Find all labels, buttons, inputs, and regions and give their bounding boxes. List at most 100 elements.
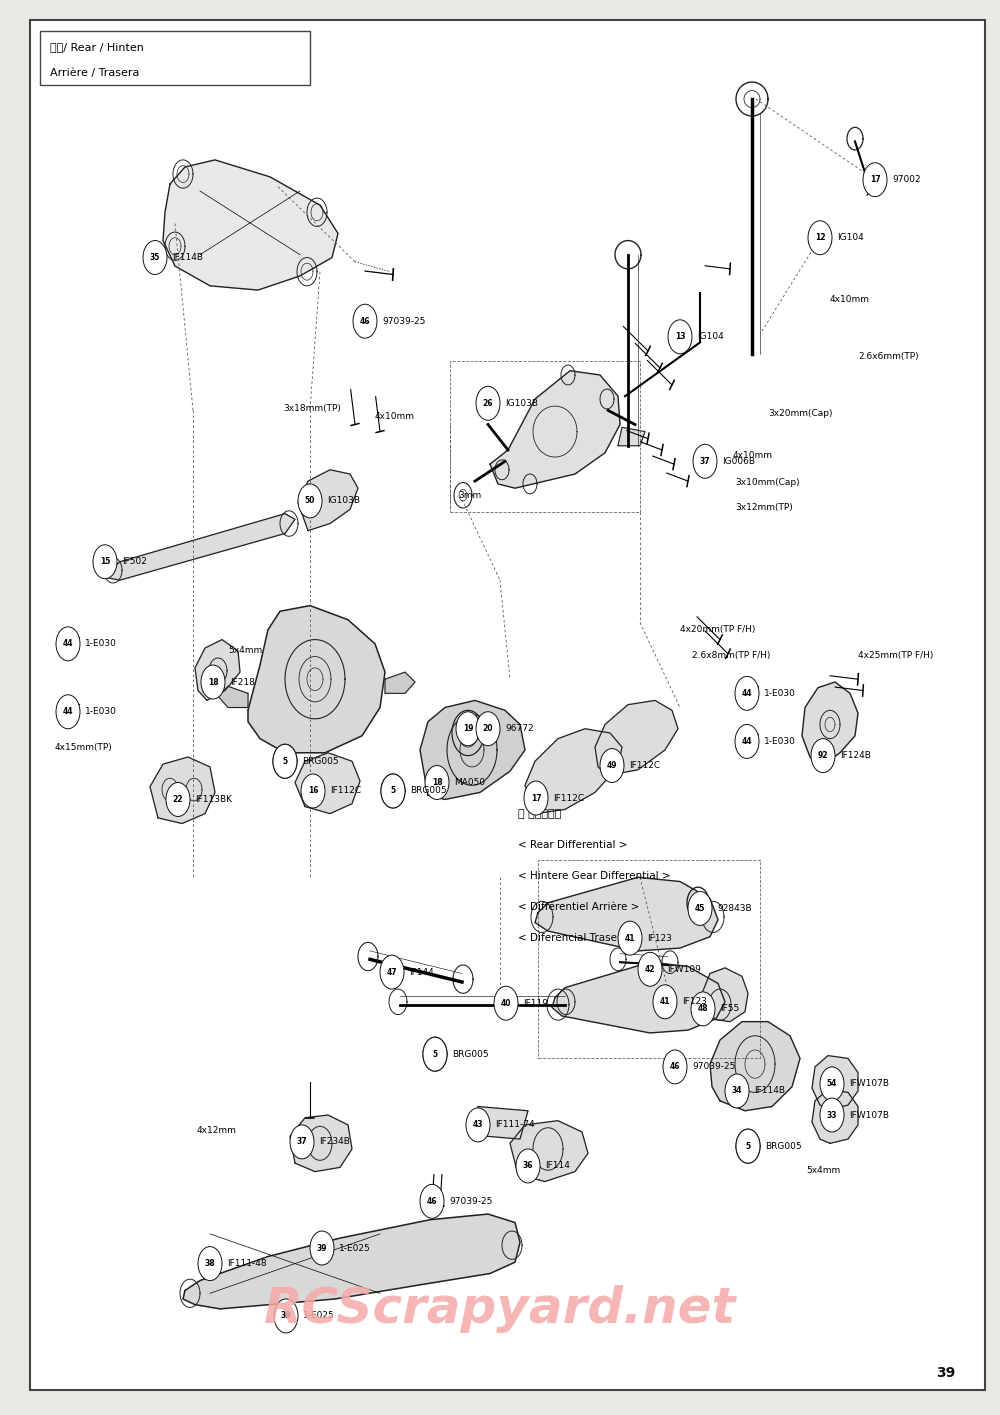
Text: 46: 46 bbox=[360, 317, 370, 325]
Text: IF113BK: IF113BK bbox=[195, 795, 232, 804]
Circle shape bbox=[663, 1050, 687, 1084]
Text: 97039-25: 97039-25 bbox=[449, 1197, 492, 1206]
Text: 18: 18 bbox=[432, 778, 442, 787]
Text: 19: 19 bbox=[463, 724, 473, 733]
Polygon shape bbox=[295, 753, 360, 814]
Text: 5x4mm: 5x4mm bbox=[806, 1166, 840, 1174]
Text: IF112C: IF112C bbox=[629, 761, 660, 770]
Circle shape bbox=[735, 724, 759, 758]
Text: IG103B: IG103B bbox=[327, 497, 360, 505]
Circle shape bbox=[820, 1098, 844, 1132]
Text: IF123: IF123 bbox=[682, 998, 707, 1006]
Text: 39: 39 bbox=[936, 1365, 955, 1380]
Text: 22: 22 bbox=[173, 795, 183, 804]
Text: 39: 39 bbox=[317, 1244, 327, 1252]
Polygon shape bbox=[535, 877, 718, 951]
Text: 4x20mm(TP F/H): 4x20mm(TP F/H) bbox=[680, 625, 755, 634]
Text: < Diferencial Trasero >: < Diferencial Trasero > bbox=[518, 932, 640, 944]
Text: 41: 41 bbox=[660, 998, 670, 1006]
Text: 38: 38 bbox=[205, 1259, 215, 1268]
Text: 4x15mm(TP): 4x15mm(TP) bbox=[55, 743, 113, 751]
Text: 41: 41 bbox=[625, 934, 635, 942]
Text: IF112C: IF112C bbox=[330, 787, 361, 795]
Text: 3x20mm(Cap): 3x20mm(Cap) bbox=[768, 409, 832, 417]
Polygon shape bbox=[702, 968, 748, 1022]
Circle shape bbox=[166, 782, 190, 816]
Circle shape bbox=[274, 1299, 298, 1333]
Text: 96772: 96772 bbox=[505, 724, 534, 733]
Text: 34: 34 bbox=[732, 1087, 742, 1095]
Polygon shape bbox=[248, 606, 385, 753]
Circle shape bbox=[420, 1184, 444, 1218]
Polygon shape bbox=[552, 962, 725, 1033]
Text: 13: 13 bbox=[675, 333, 685, 341]
Circle shape bbox=[808, 221, 832, 255]
Text: 18: 18 bbox=[208, 678, 218, 686]
Text: 1-E030: 1-E030 bbox=[85, 640, 117, 648]
Circle shape bbox=[735, 676, 759, 710]
Polygon shape bbox=[183, 1214, 520, 1309]
Text: 97039-25: 97039-25 bbox=[692, 1063, 735, 1071]
Circle shape bbox=[618, 921, 642, 955]
Text: IF111-74: IF111-74 bbox=[495, 1121, 535, 1129]
Text: IFW107B: IFW107B bbox=[849, 1080, 889, 1088]
Polygon shape bbox=[710, 1022, 800, 1111]
Text: 44: 44 bbox=[63, 708, 73, 716]
Circle shape bbox=[456, 712, 480, 746]
Circle shape bbox=[201, 665, 225, 699]
Polygon shape bbox=[510, 1121, 588, 1182]
Text: 54: 54 bbox=[827, 1080, 837, 1088]
Text: 4x25mm(TP F/H): 4x25mm(TP F/H) bbox=[858, 651, 933, 659]
Text: 46: 46 bbox=[427, 1197, 437, 1206]
Circle shape bbox=[725, 1074, 749, 1108]
Text: 2.6x8mm(TP F/H): 2.6x8mm(TP F/H) bbox=[692, 651, 770, 659]
Circle shape bbox=[381, 774, 405, 808]
Text: 40: 40 bbox=[501, 999, 511, 1007]
Circle shape bbox=[476, 712, 500, 746]
Text: 43: 43 bbox=[473, 1121, 483, 1129]
Text: 36: 36 bbox=[523, 1162, 533, 1170]
Text: 47: 47 bbox=[387, 968, 397, 976]
Text: 1-E025: 1-E025 bbox=[303, 1312, 335, 1320]
Circle shape bbox=[423, 1037, 447, 1071]
Text: 26: 26 bbox=[483, 399, 493, 408]
Text: IFW107B: IFW107B bbox=[849, 1111, 889, 1119]
Text: 33: 33 bbox=[827, 1111, 837, 1119]
Polygon shape bbox=[298, 470, 358, 531]
Text: < Rear Differential >: < Rear Differential > bbox=[518, 839, 628, 850]
Text: 3x12mm(TP): 3x12mm(TP) bbox=[735, 504, 793, 512]
Text: RCScrapyard.net: RCScrapyard.net bbox=[264, 1285, 736, 1333]
Polygon shape bbox=[812, 1056, 858, 1109]
Text: IF111-48: IF111-48 bbox=[227, 1259, 267, 1268]
Text: 1-E030: 1-E030 bbox=[85, 708, 117, 716]
Circle shape bbox=[863, 163, 887, 197]
Text: < Hintere Gear Differential >: < Hintere Gear Differential > bbox=[518, 870, 671, 882]
Text: 5: 5 bbox=[432, 1050, 438, 1058]
Polygon shape bbox=[195, 640, 240, 700]
Text: 1-E025: 1-E025 bbox=[339, 1244, 371, 1252]
Text: 92: 92 bbox=[818, 751, 828, 760]
Text: 3mm: 3mm bbox=[458, 491, 481, 499]
Text: 17: 17 bbox=[531, 794, 541, 802]
Text: IF114B: IF114B bbox=[172, 253, 203, 262]
Text: 1-E030: 1-E030 bbox=[764, 689, 796, 698]
Polygon shape bbox=[525, 729, 622, 814]
Text: 46: 46 bbox=[670, 1063, 680, 1071]
Text: 4x10mm: 4x10mm bbox=[733, 451, 773, 460]
Circle shape bbox=[56, 627, 80, 661]
Text: 4x12mm: 4x12mm bbox=[197, 1126, 237, 1135]
Text: IF119: IF119 bbox=[523, 999, 548, 1007]
Polygon shape bbox=[385, 672, 415, 693]
Circle shape bbox=[638, 952, 662, 986]
Text: < Différentiel Arrière >: < Différentiel Arrière > bbox=[518, 901, 639, 913]
Circle shape bbox=[688, 891, 712, 925]
Text: 37: 37 bbox=[700, 457, 710, 466]
Text: 5x4mm: 5x4mm bbox=[228, 647, 262, 655]
Text: 2.6x6mm(TP): 2.6x6mm(TP) bbox=[858, 352, 919, 361]
Circle shape bbox=[143, 241, 167, 275]
Text: IF114: IF114 bbox=[545, 1162, 570, 1170]
Text: IG103B: IG103B bbox=[505, 399, 538, 408]
Text: 4x10mm: 4x10mm bbox=[375, 412, 415, 420]
Text: 44: 44 bbox=[63, 640, 73, 648]
Text: 20: 20 bbox=[483, 724, 493, 733]
